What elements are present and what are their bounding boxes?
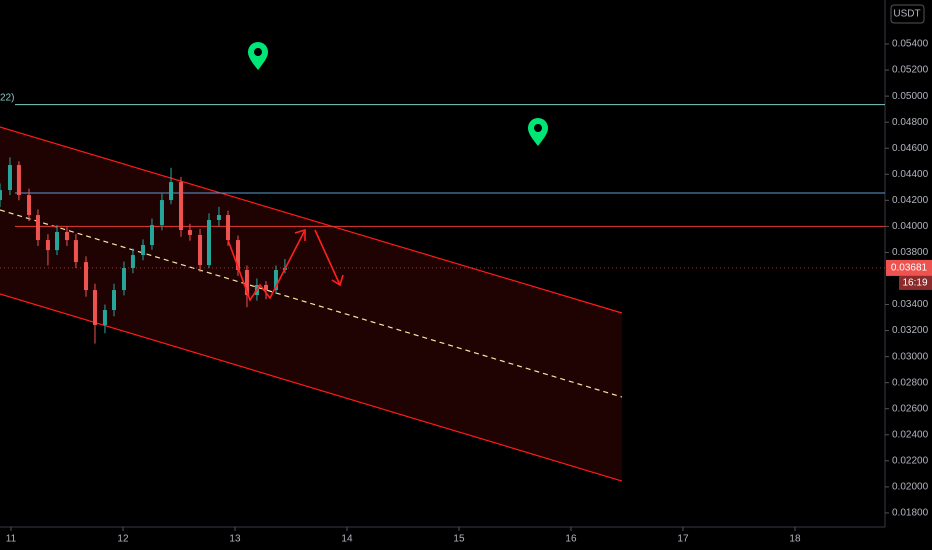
- candle-body: [121, 268, 126, 291]
- candle-body: [141, 245, 146, 256]
- candle-body: [169, 182, 174, 201]
- y-tick-label: 0.03400: [892, 299, 929, 310]
- y-tick-label: 0.04400: [892, 169, 929, 180]
- y-tick-label: 0.02000: [892, 482, 929, 493]
- y-tick-label: 0.02600: [892, 403, 929, 414]
- countdown-label: 16:19: [902, 278, 927, 289]
- candle-body: [7, 165, 12, 191]
- drawings: [227, 228, 344, 302]
- x-tick-label: 12: [117, 534, 129, 545]
- candle-body: [244, 270, 249, 296]
- candle-body: [16, 165, 21, 195]
- candle-body: [73, 240, 78, 263]
- channel-middle: [0, 209, 623, 398]
- pin-icon[interactable]: [248, 42, 268, 70]
- x-tick-label: 18: [789, 534, 801, 545]
- candle-body: [159, 200, 164, 226]
- y-tick-label: 0.01800: [892, 508, 929, 519]
- pins: [248, 42, 548, 146]
- x-tick-label: 11: [6, 534, 17, 545]
- arrow-path: [227, 229, 306, 302]
- candle-body: [84, 262, 89, 291]
- x-tick-label: 17: [677, 534, 689, 545]
- candle-body: [206, 219, 211, 266]
- x-tick-label: 16: [565, 534, 577, 545]
- y-tick-label: 0.05400: [892, 39, 929, 50]
- currency-box[interactable]: [890, 4, 925, 24]
- candle-body: [35, 215, 40, 241]
- y-tick-label: 0.05000: [892, 91, 929, 102]
- last-price-box: [886, 259, 932, 276]
- y-tick-label: 0.02800: [892, 377, 929, 388]
- y-tick-label: 0.04600: [892, 143, 929, 154]
- candle-body: [55, 231, 60, 251]
- y-tick-label: 0.04000: [892, 221, 929, 232]
- legend-fragment: 22): [0, 93, 14, 104]
- candle-body: [45, 240, 50, 251]
- channel-upper: [0, 126, 623, 314]
- candle-body: [235, 240, 240, 271]
- countdown-box: [899, 275, 932, 290]
- pin-icon[interactable]: [528, 118, 548, 146]
- x-tick-label: 15: [453, 534, 465, 545]
- candle-body: [226, 215, 231, 241]
- y-tick-label: 0.04200: [892, 195, 929, 206]
- y-tick-label: 0.05200: [892, 65, 929, 76]
- candle-body: [198, 234, 203, 266]
- last-price-label: 0.03681: [891, 263, 928, 274]
- candle-body: [178, 182, 183, 231]
- candle-body: [112, 290, 117, 310]
- candle-body: [149, 225, 154, 246]
- candle-body: [263, 284, 268, 291]
- candle-body: [273, 270, 278, 291]
- candle-body: [64, 231, 69, 241]
- candle-body: [187, 230, 192, 235]
- arrow-head: [331, 274, 344, 287]
- channel-lower: [0, 293, 623, 482]
- candle-body: [130, 255, 135, 269]
- y-tick-label: 0.04800: [892, 117, 929, 128]
- x-tick-label: 14: [341, 534, 353, 545]
- candle-body: [216, 215, 221, 220]
- arrow-head: [294, 228, 306, 241]
- y-tick-label: 0.02400: [892, 429, 929, 440]
- x-tick-label: 13: [229, 534, 241, 545]
- arrow-path: [314, 229, 341, 286]
- candle-body: [92, 290, 97, 325]
- y-tick-label: 0.03200: [892, 325, 929, 336]
- candle-body: [102, 310, 107, 325]
- candle-body: [0, 190, 2, 201]
- axis-title: USDT: [893, 9, 920, 20]
- y-tick-label: 0.03800: [892, 247, 929, 258]
- y-tick-label: 0.03000: [892, 351, 929, 362]
- y-tick-label: 0.02200: [892, 455, 929, 466]
- candle-body: [27, 194, 32, 216]
- plot: [0, 104, 885, 482]
